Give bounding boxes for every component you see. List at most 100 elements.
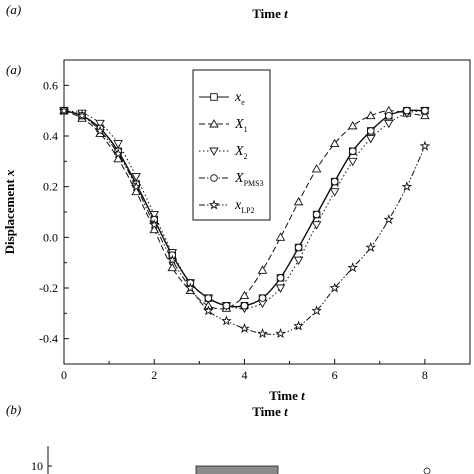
data-point <box>329 138 340 148</box>
data-point <box>365 110 376 120</box>
panel-label-a: (a) <box>6 62 21 77</box>
legend-marker <box>210 93 218 101</box>
panel-b-tick-label: 10 <box>31 459 43 473</box>
data-point <box>311 221 322 230</box>
data-point <box>58 105 70 116</box>
data-point <box>221 315 232 326</box>
chart-a: (a) 0 2 4 6 8 -0.4 -0.2 0.0 0.2 0.4 0.6 Displaceme… <box>2 59 471 403</box>
x-tick-label: 4 <box>241 368 247 382</box>
data-point <box>347 120 358 130</box>
data-point <box>275 232 286 241</box>
data-point <box>365 241 377 252</box>
data-point <box>276 274 285 282</box>
data-point <box>329 188 340 197</box>
x-tick-label: 6 <box>332 368 338 382</box>
data-point <box>239 322 250 334</box>
data-point <box>240 301 249 310</box>
data-point <box>293 320 304 331</box>
data-point <box>348 147 357 155</box>
legend-marker <box>210 174 218 182</box>
panel-b-legend-fragment <box>195 465 279 474</box>
data-point <box>419 140 431 151</box>
series-1 <box>59 105 430 312</box>
x-axis-title: Time t <box>269 388 305 403</box>
legend-entry-1: X1 <box>199 117 248 134</box>
series-layer <box>58 105 431 339</box>
data-point <box>293 256 304 266</box>
y-tick-label: -0.4 <box>39 332 58 346</box>
y-tick-label: 0.6 <box>43 78 58 92</box>
data-point <box>204 294 213 302</box>
data-point <box>239 290 250 300</box>
legend-entry-4: xLP2 <box>199 198 255 215</box>
data-point <box>275 284 286 293</box>
top-x-axis-title: Time t <box>252 6 288 21</box>
data-point <box>311 164 322 173</box>
y-tick-label: 0.0 <box>43 230 58 244</box>
panel-b-marker <box>423 467 431 474</box>
data-point <box>403 106 411 115</box>
data-point <box>293 196 304 206</box>
legend-entry-0: xe <box>199 90 245 107</box>
data-point <box>131 173 141 182</box>
x-tick-label: 2 <box>151 368 157 382</box>
y-tick-label: -0.2 <box>39 281 58 295</box>
legend-label: xLP2 <box>234 198 255 215</box>
legend-marker <box>208 199 220 210</box>
panel-b: (b) Time t 10 <box>6 402 431 474</box>
legend-label: xe <box>234 90 245 107</box>
data-point <box>401 181 413 192</box>
data-point <box>367 127 375 135</box>
y-axis-title: Displacement x <box>2 169 17 254</box>
data-point <box>294 243 303 252</box>
legend-entry-3: XPMS3 <box>199 171 264 188</box>
data-point <box>148 219 160 230</box>
data-point <box>113 153 123 163</box>
legend-marker <box>209 147 219 156</box>
data-point <box>203 305 214 316</box>
data-point <box>330 177 339 186</box>
y-tick-label: 0.4 <box>43 129 58 143</box>
axis-ticks: 0 2 4 6 8 -0.4 -0.2 0.0 0.2 0.4 0.6 <box>39 59 428 382</box>
data-point <box>112 148 124 159</box>
data-point <box>130 181 142 192</box>
data-point <box>149 224 159 234</box>
series-4 <box>58 105 431 339</box>
legend: xe X1 X2 XPMS3 xLP2 <box>192 69 271 221</box>
bottom-x-axis-title: Time t <box>252 404 288 419</box>
data-point <box>167 262 178 272</box>
data-point <box>347 157 358 167</box>
panel-label-b: (b) <box>6 402 21 417</box>
data-point <box>347 262 358 273</box>
legend-box <box>192 69 271 221</box>
data-point <box>384 119 394 129</box>
data-point <box>383 214 395 225</box>
data-point <box>329 282 340 293</box>
data-point <box>258 294 267 302</box>
data-point <box>385 111 393 120</box>
data-point <box>312 210 321 219</box>
data-point <box>421 106 429 115</box>
legend-label: XPMS3 <box>234 171 264 188</box>
data-point <box>275 328 286 339</box>
legend-label: X2 <box>234 144 248 161</box>
data-point <box>365 135 376 144</box>
data-point <box>76 110 88 121</box>
legend-marker <box>209 119 219 128</box>
x-tick-label: 0 <box>61 368 67 382</box>
data-point <box>113 140 123 149</box>
data-point <box>222 301 231 310</box>
top-panel-label: (a) <box>6 2 21 17</box>
data-point <box>257 328 268 339</box>
y-tick-label: 0.2 <box>43 180 58 194</box>
data-point <box>185 282 196 293</box>
legend-entry-2: X2 <box>199 144 248 161</box>
data-point <box>311 305 322 316</box>
data-point <box>95 119 105 129</box>
legend-label: X1 <box>234 117 248 134</box>
data-point <box>257 265 268 274</box>
data-point <box>166 254 178 265</box>
data-point <box>94 125 106 136</box>
x-tick-label: 8 <box>422 368 428 382</box>
